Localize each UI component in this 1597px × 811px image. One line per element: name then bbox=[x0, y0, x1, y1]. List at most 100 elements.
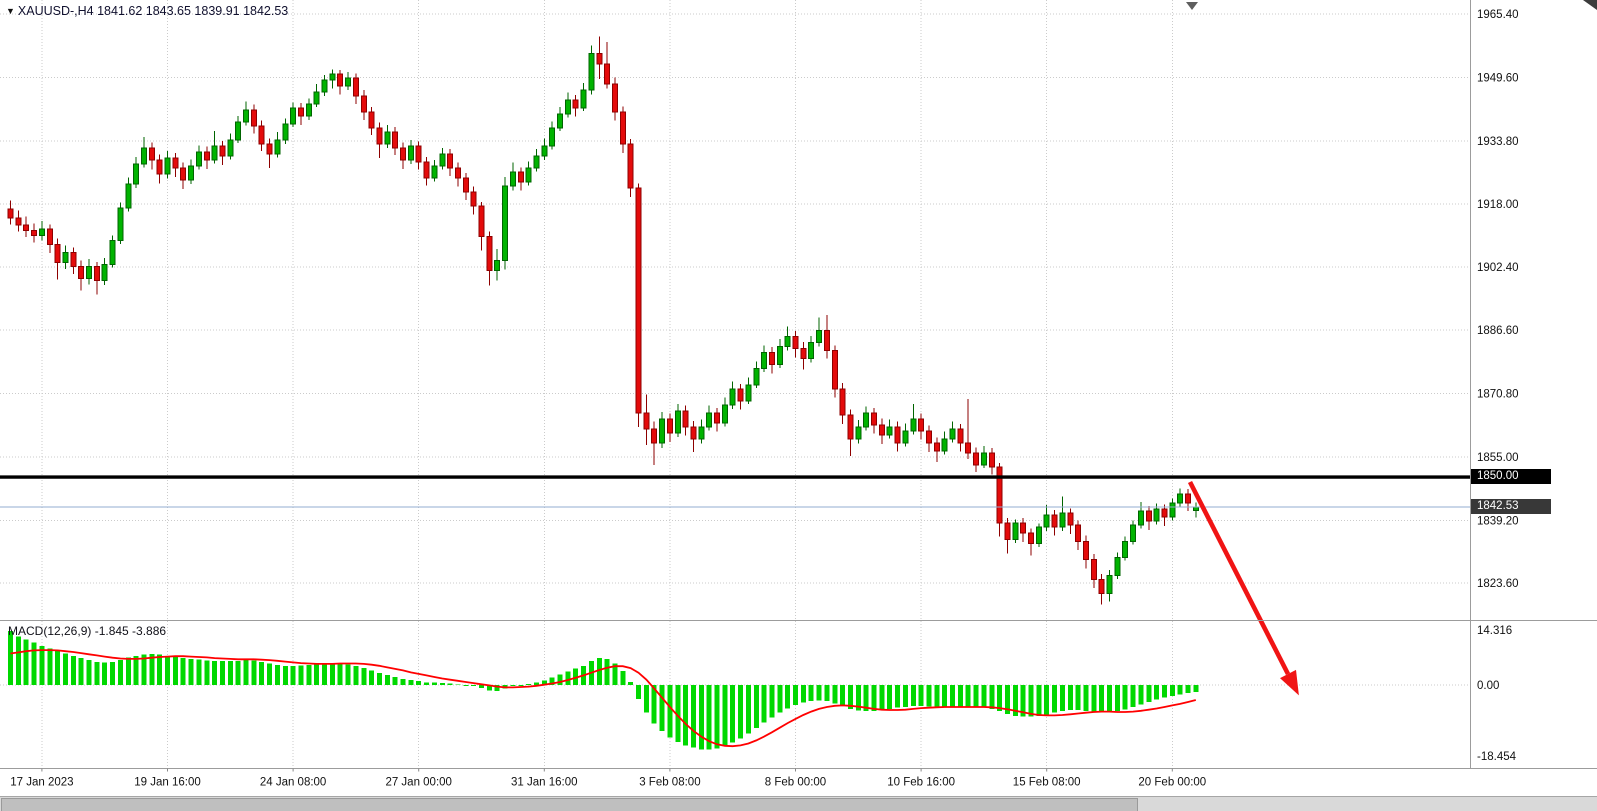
candle-body bbox=[462, 177, 469, 193]
candle-body bbox=[988, 452, 995, 468]
candle-body bbox=[949, 428, 956, 440]
candle-body bbox=[753, 368, 760, 386]
trend-arrow bbox=[1187, 480, 1299, 696]
candle-body bbox=[38, 228, 45, 237]
candle-body bbox=[431, 165, 438, 179]
time-axis-label: 24 Jan 08:00 bbox=[260, 777, 327, 789]
candle-body bbox=[1153, 508, 1160, 522]
candle-body bbox=[823, 330, 830, 352]
time-axis-label: 27 Jan 00:00 bbox=[385, 777, 452, 789]
price-axis-label: 1855.00 bbox=[1477, 452, 1519, 464]
symbol-info: ▼ XAUUSD-,H4 1841.62 1843.65 1839.91 1842… bbox=[6, 4, 288, 18]
candle-body bbox=[345, 77, 352, 87]
candle-body bbox=[1090, 558, 1097, 580]
pane-separators bbox=[0, 0, 1597, 769]
collapse-triangle-icon[interactable]: ▼ bbox=[6, 6, 15, 16]
candle-body bbox=[258, 125, 265, 145]
candle-body bbox=[1161, 508, 1168, 518]
candles bbox=[7, 36, 1199, 605]
candle-body bbox=[643, 412, 650, 430]
candle-body bbox=[15, 217, 22, 226]
price-axis-label: 1902.40 bbox=[1477, 262, 1519, 274]
horizontal-scrollbar[interactable] bbox=[0, 796, 1597, 811]
candle-body bbox=[965, 442, 972, 454]
price-axis-label: 1823.60 bbox=[1477, 578, 1519, 590]
candle-body bbox=[886, 426, 893, 436]
candle-body bbox=[863, 412, 870, 428]
corner-glyph bbox=[1583, 0, 1597, 10]
candle-body bbox=[557, 113, 563, 129]
resistance-price-badge: 1850.00 bbox=[1471, 469, 1551, 485]
candle-body bbox=[941, 438, 948, 452]
candle-body bbox=[635, 187, 642, 414]
candle-body bbox=[93, 265, 100, 281]
candle-body bbox=[596, 53, 603, 65]
candle-body bbox=[572, 99, 579, 109]
candle-body bbox=[729, 388, 736, 406]
candle-body bbox=[329, 73, 336, 81]
candle-body bbox=[816, 330, 823, 344]
candle-body bbox=[1114, 556, 1121, 576]
candle-body bbox=[392, 131, 399, 149]
candle-body bbox=[1192, 506, 1199, 512]
candle-body bbox=[1004, 522, 1011, 540]
price-axis-label: 1886.60 bbox=[1477, 325, 1519, 337]
candle-body bbox=[1098, 578, 1105, 594]
candle-body bbox=[23, 224, 30, 231]
candle-body bbox=[140, 147, 147, 165]
candle-body bbox=[133, 163, 140, 185]
candle-body bbox=[337, 73, 344, 87]
candle-body bbox=[109, 239, 116, 265]
candle-body bbox=[674, 410, 681, 434]
candle-body bbox=[1059, 512, 1066, 528]
candle-body bbox=[101, 263, 108, 281]
macd-axis-label: 14.316 bbox=[1477, 625, 1512, 637]
candle-body bbox=[117, 207, 124, 241]
axis-labels: 1965.40 1949.60 1933.80 1918.00 1902.40 1886.… bbox=[10, 9, 1518, 789]
candle-body bbox=[486, 235, 493, 271]
candle-body bbox=[604, 63, 611, 85]
candle-body bbox=[910, 418, 917, 432]
candle-body bbox=[470, 191, 477, 207]
time-axis-label: 17 Jan 2023 bbox=[10, 777, 73, 789]
candle-body bbox=[1177, 493, 1184, 504]
candle-body bbox=[305, 103, 312, 117]
price-axis-label: 1949.60 bbox=[1477, 72, 1519, 84]
candle-body bbox=[1051, 514, 1058, 528]
candle-body bbox=[439, 153, 446, 167]
time-axis[interactable] bbox=[0, 769, 1597, 796]
candle-body bbox=[219, 145, 226, 157]
candle-body bbox=[619, 111, 626, 145]
candle-body bbox=[706, 412, 713, 428]
candle-body bbox=[737, 388, 744, 402]
time-axis-label: 10 Feb 16:00 bbox=[887, 777, 955, 789]
macd-histogram bbox=[8, 631, 1199, 750]
candle-body bbox=[1020, 522, 1027, 534]
candle-body bbox=[533, 155, 540, 169]
candle-body bbox=[78, 265, 85, 279]
candle-body bbox=[973, 452, 980, 466]
candle-body bbox=[86, 265, 92, 279]
candle-body bbox=[831, 350, 838, 390]
candle-body bbox=[478, 205, 485, 237]
candle-body bbox=[211, 145, 218, 161]
candle-body bbox=[164, 157, 171, 175]
candle-body bbox=[902, 430, 909, 444]
time-axis-label: 20 Feb 00:00 bbox=[1138, 777, 1206, 789]
candle-body bbox=[250, 109, 257, 127]
candle-body bbox=[243, 109, 249, 123]
candle-body bbox=[321, 79, 328, 93]
candle-body bbox=[918, 418, 925, 432]
candle-body bbox=[611, 83, 618, 113]
candle-body bbox=[894, 426, 901, 444]
price-axis[interactable] bbox=[1471, 0, 1597, 768]
scrollbar-thumb[interactable] bbox=[1, 798, 1138, 811]
candle-body bbox=[1043, 514, 1050, 528]
candle-body bbox=[46, 228, 53, 245]
candle-body bbox=[800, 348, 807, 360]
candle-body bbox=[651, 428, 658, 444]
candle-body bbox=[761, 352, 768, 370]
candle-body bbox=[878, 424, 885, 436]
price-axis-label: 1918.00 bbox=[1477, 199, 1519, 211]
